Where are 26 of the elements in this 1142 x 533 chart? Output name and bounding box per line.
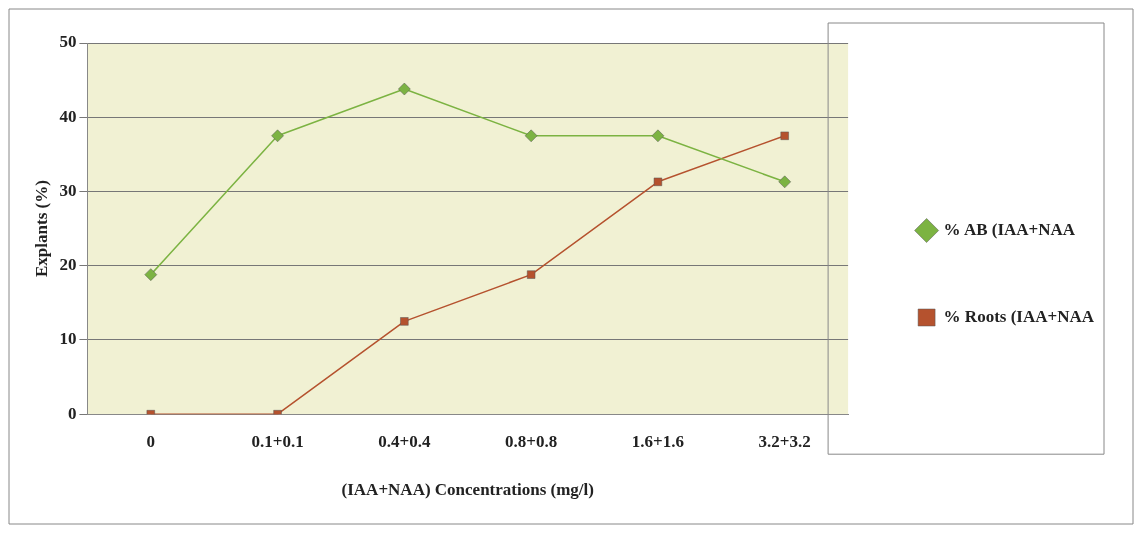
point	[400, 317, 409, 326]
x-tick-label: 3.2+3.2	[758, 431, 811, 451]
y-tick-label: 10	[59, 329, 77, 349]
y-tick-label: 0	[67, 403, 77, 423]
point	[651, 129, 665, 143]
x-tick-label: 0.1+0.1	[251, 431, 304, 451]
x-tick-label: 0.8+0.8	[505, 431, 558, 451]
point	[653, 177, 663, 186]
x-tick-label: 1.6+1.6	[631, 431, 685, 451]
y-tick-label: 20	[59, 255, 77, 275]
y-axis-title: Explants (%)	[31, 180, 51, 278]
point	[527, 270, 536, 279]
y-tick-label: 50	[59, 32, 77, 52]
x-tick-label: 0.4+0.4	[378, 431, 431, 451]
point	[271, 129, 284, 143]
legend-label: % AB (IAA+NAA	[943, 219, 1076, 239]
point	[780, 131, 789, 140]
x-axis-title: (IAA+NAA) Concentrations (mg/l)	[341, 480, 594, 500]
y-tick-label: 40	[59, 106, 77, 126]
point	[144, 268, 158, 281]
legend-label: % Roots (IAA+NAA	[943, 306, 1095, 326]
point	[398, 82, 411, 96]
x-tick-label: 0	[146, 431, 156, 451]
point	[778, 175, 791, 189]
y-tick-label: 30	[59, 180, 77, 200]
point	[524, 129, 538, 143]
